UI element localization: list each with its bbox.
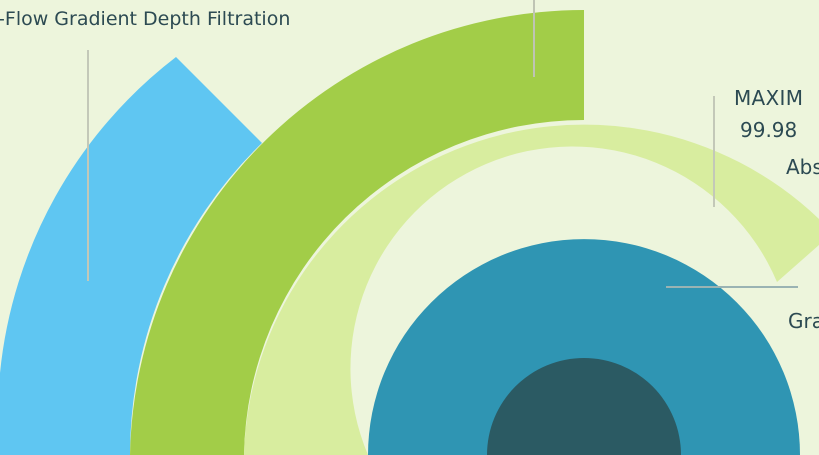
label-maxim-heading: MAXIM (734, 86, 804, 110)
label-maxim-abs: Abs (786, 155, 819, 179)
ring-segment-outer (0, 57, 262, 455)
label-gra: Gra (788, 309, 819, 333)
ring-segment-second (130, 10, 584, 455)
ring-core (487, 358, 681, 455)
label-depth-filtration: n-Flow Gradient Depth Filtration (0, 8, 291, 30)
ring-segment-fourth (368, 239, 800, 455)
label-maxim-value: 99.98 (740, 118, 798, 142)
ring-segment-third (244, 124, 819, 455)
